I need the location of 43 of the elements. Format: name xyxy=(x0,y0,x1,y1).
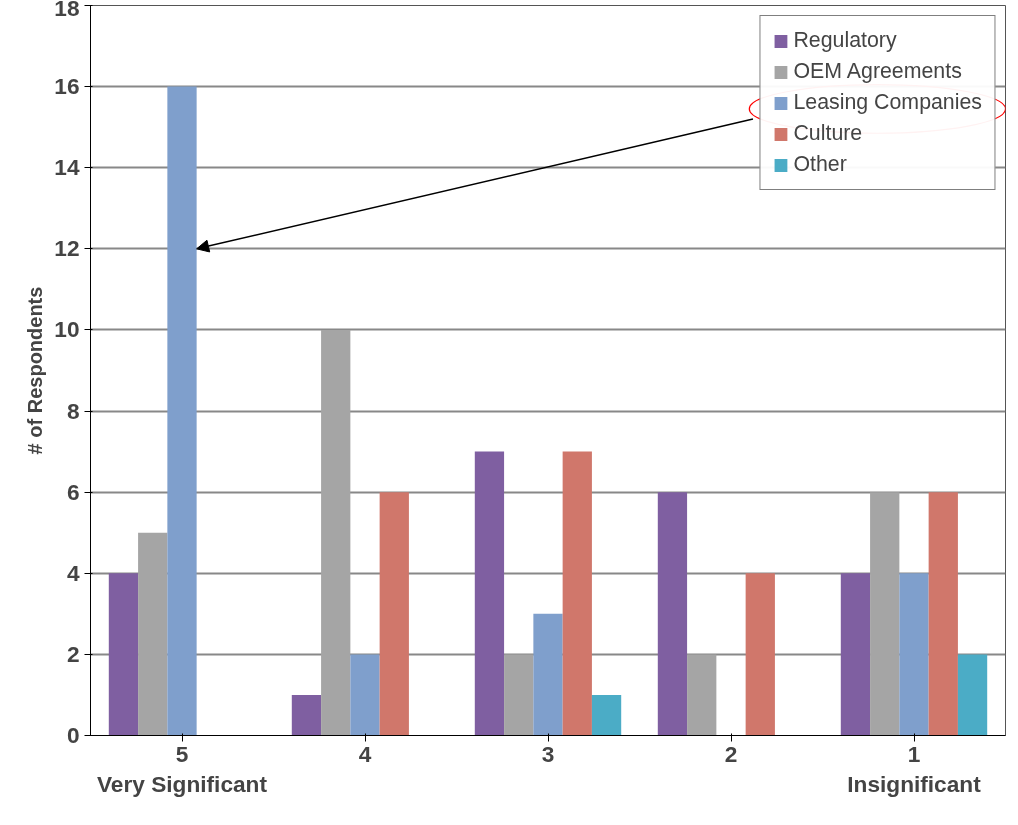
y-tick-label: 16 xyxy=(54,73,80,100)
legend-label: Regulatory xyxy=(793,28,897,53)
bar xyxy=(533,613,563,736)
bar xyxy=(291,694,322,736)
bar xyxy=(957,654,988,736)
y-tick-label: 10 xyxy=(54,316,80,343)
legend-label: Other xyxy=(793,152,847,177)
bar xyxy=(167,86,197,736)
bar xyxy=(591,694,622,736)
bar xyxy=(870,492,900,736)
y-tick-label: 12 xyxy=(54,235,80,262)
bar xyxy=(350,654,380,736)
y-tick-label: 8 xyxy=(66,397,80,424)
bar xyxy=(474,451,505,736)
bar xyxy=(687,654,717,736)
x-tick-label: 2 xyxy=(724,740,738,767)
y-tick-label: 6 xyxy=(66,478,80,505)
x-tick-label: 4 xyxy=(358,740,372,767)
text: Very Significant xyxy=(97,770,268,797)
y-axis-title: # of Respondents xyxy=(24,286,47,455)
text: Insignificant xyxy=(847,770,982,797)
bar xyxy=(899,573,929,736)
bar xyxy=(108,573,139,736)
y-tick-label: 14 xyxy=(54,154,80,181)
y-tick-label: 18 xyxy=(54,0,80,21)
x-tick-label: 3 xyxy=(541,740,555,767)
bar xyxy=(504,654,534,736)
y-tick-label: 2 xyxy=(66,640,80,667)
legend-label: Culture xyxy=(793,121,863,146)
y-tick-label: 0 xyxy=(66,722,80,748)
bar xyxy=(657,492,688,736)
y-tick-label: 4 xyxy=(66,559,80,586)
x-tick-label: 5 xyxy=(175,740,189,767)
bar xyxy=(321,329,351,736)
legend-label: Leasing Companies xyxy=(793,90,982,115)
bar xyxy=(138,532,168,736)
bar xyxy=(928,492,958,736)
bar xyxy=(840,573,871,736)
bar xyxy=(745,573,775,736)
legend-label: OEM Agreements xyxy=(793,59,962,84)
x-tick-label: 1 xyxy=(907,740,921,767)
bar xyxy=(379,492,409,736)
bar xyxy=(562,451,592,736)
